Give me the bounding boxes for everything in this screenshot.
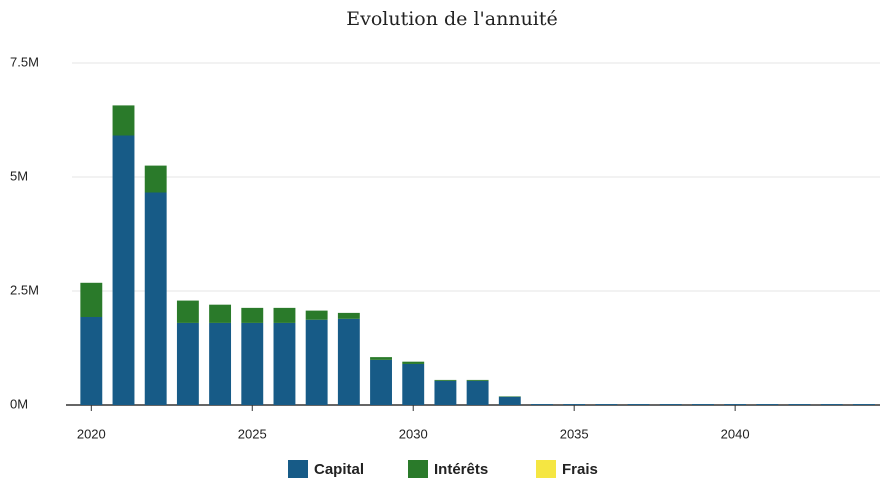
- legend-label: Intérêts: [434, 461, 488, 478]
- x-tick-label: 2040: [721, 426, 750, 441]
- bar-segment: [370, 357, 392, 360]
- bar-segment: [531, 404, 553, 405]
- bar-segment: [241, 322, 264, 405]
- bar-segment: [305, 319, 328, 405]
- bar-segment: [176, 322, 199, 405]
- bar-segment: [144, 192, 167, 405]
- bar-segment: [627, 404, 650, 405]
- bar-segment: [112, 135, 135, 405]
- y-tick-label: 7.5M: [10, 54, 39, 69]
- bar-segment: [402, 361, 425, 364]
- bar-segment: [241, 307, 264, 323]
- bar-segment: [756, 404, 779, 405]
- legend-swatch: [408, 460, 428, 478]
- bar-segment: [402, 363, 425, 405]
- x-tick-label: 2020: [77, 426, 106, 441]
- bar-segment: [305, 310, 328, 320]
- bar-segment: [273, 307, 296, 323]
- bar-segment: [659, 404, 682, 405]
- bar-segment: [370, 359, 392, 405]
- bar-segment: [595, 404, 618, 405]
- bar-segment: [273, 322, 296, 405]
- bar-segment: [337, 312, 360, 319]
- bar-segment: [144, 165, 167, 193]
- bar-segment: [209, 304, 232, 323]
- y-tick-label: 2.5M: [10, 282, 39, 297]
- bar-segment: [337, 318, 360, 405]
- legend-swatch: [288, 460, 308, 478]
- legend-label: Capital: [314, 461, 364, 478]
- bar-segment: [788, 404, 811, 405]
- legend-swatch: [536, 460, 556, 478]
- bar-segment: [434, 379, 457, 381]
- x-tick-label: 2035: [560, 426, 589, 441]
- legend-label: Frais: [562, 461, 598, 478]
- bar-segment: [466, 380, 489, 405]
- x-tick-label: 2025: [238, 426, 267, 441]
- chart-title: Evolution de l'annuité: [346, 8, 558, 30]
- x-tick-label: 2030: [399, 426, 428, 441]
- bar-segment: [112, 105, 135, 136]
- bar-segment: [80, 316, 103, 405]
- bar-segment: [209, 322, 232, 405]
- bar-segment: [852, 404, 875, 405]
- bar-segment: [692, 404, 714, 405]
- y-tick-label: 0M: [10, 396, 28, 411]
- y-tick-label: 5M: [10, 168, 28, 183]
- bar-segment: [434, 380, 457, 405]
- bar-segment: [498, 396, 521, 405]
- bar-segment: [820, 404, 843, 405]
- bar-segment: [563, 404, 586, 405]
- bar-segment: [466, 379, 489, 381]
- bar-segment: [724, 404, 747, 405]
- bar-segment: [176, 300, 199, 323]
- bar-segment: [80, 282, 103, 317]
